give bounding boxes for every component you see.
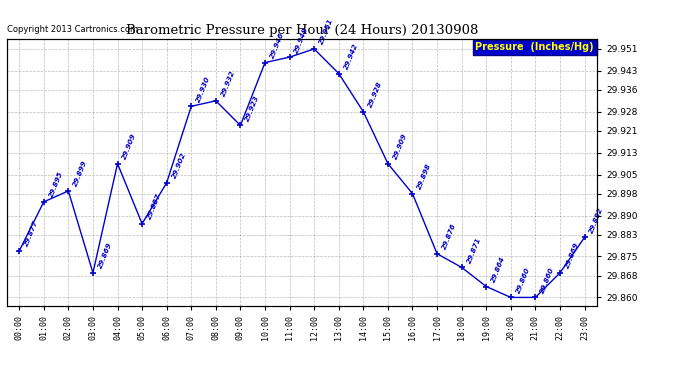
Text: 29.877: 29.877 xyxy=(23,220,39,248)
Text: 29.882: 29.882 xyxy=(589,206,604,234)
Text: 29.909: 29.909 xyxy=(392,132,408,160)
Text: 29.909: 29.909 xyxy=(121,132,137,160)
Text: 29.951: 29.951 xyxy=(318,18,334,46)
Text: 29.869: 29.869 xyxy=(97,242,113,270)
Text: 29.923: 29.923 xyxy=(244,94,261,122)
Title: Barometric Pressure per Hour (24 Hours) 20130908: Barometric Pressure per Hour (24 Hours) … xyxy=(126,24,478,37)
Text: 29.928: 29.928 xyxy=(368,81,384,109)
Text: 29.899: 29.899 xyxy=(72,160,88,188)
Text: 29.946: 29.946 xyxy=(269,32,285,59)
Text: 29.948: 29.948 xyxy=(294,26,310,54)
Text: 29.860: 29.860 xyxy=(515,266,531,294)
Text: 29.876: 29.876 xyxy=(441,223,457,251)
Text: 29.895: 29.895 xyxy=(48,171,64,199)
Text: 29.871: 29.871 xyxy=(466,236,482,264)
Text: 29.898: 29.898 xyxy=(417,162,433,190)
Text: Copyright 2013 Cartronics.com: Copyright 2013 Cartronics.com xyxy=(7,25,138,34)
Text: 29.902: 29.902 xyxy=(171,152,187,180)
Text: 29.869: 29.869 xyxy=(564,242,580,270)
Text: 29.887: 29.887 xyxy=(146,192,162,220)
Text: 29.864: 29.864 xyxy=(491,255,506,284)
Text: 29.860: 29.860 xyxy=(540,266,555,294)
Text: 29.930: 29.930 xyxy=(195,75,211,103)
Text: Pressure  (Inches/Hg): Pressure (Inches/Hg) xyxy=(475,42,594,52)
Text: 29.932: 29.932 xyxy=(220,70,236,98)
Text: 29.942: 29.942 xyxy=(343,42,359,70)
